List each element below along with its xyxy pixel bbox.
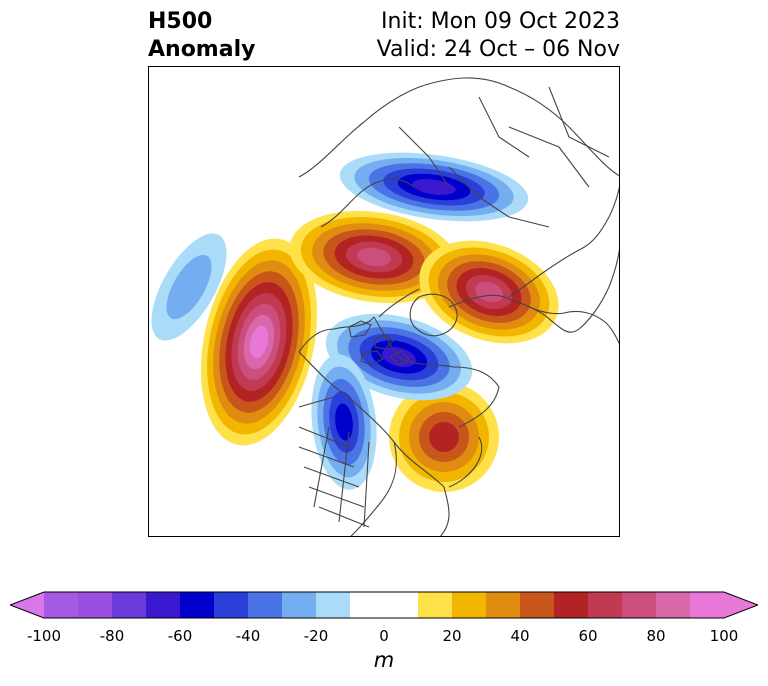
color-bin-3 <box>112 592 146 618</box>
united-states-borders <box>298 396 370 528</box>
greenland-coastline <box>409 293 458 337</box>
title-variable: H500 <box>148 9 213 34</box>
color-bin-16 <box>588 592 622 618</box>
anomaly-map <box>148 66 620 537</box>
color-bin-11 <box>418 592 452 618</box>
color-scale-tick-label: 80 <box>646 627 666 645</box>
anomaly-contour-band <box>475 281 503 303</box>
europe-coastline <box>508 186 619 345</box>
color-bin-extend-max <box>724 592 758 618</box>
color-scale-tick-label: 0 <box>379 627 389 645</box>
anomaly-center-negative <box>311 354 377 490</box>
color-scale-tick-label: 100 <box>709 627 739 645</box>
anomaly-map-svg <box>151 77 619 536</box>
title-field: Anomaly <box>148 37 256 62</box>
color-bin-9 <box>316 592 350 618</box>
eurasia-coastline <box>298 77 619 333</box>
color-scale-tick-label: -20 <box>303 627 329 645</box>
coastlines-and-borders <box>298 77 619 536</box>
anomaly-center-positive <box>200 238 318 446</box>
map-dates: Init: Mon 09 Oct 2023 Valid: 24 Oct – 06… <box>377 8 620 64</box>
color-bin-0 <box>10 592 44 618</box>
north-america-coastline <box>298 288 500 536</box>
color-bin-7 <box>248 592 282 618</box>
arctic-islands-coastline <box>348 320 410 366</box>
color-bin-14 <box>520 592 554 618</box>
color-bin-1 <box>44 592 78 618</box>
color-scale-tick-label: 20 <box>442 627 462 645</box>
color-scale-unit: m <box>373 648 395 672</box>
color-bin-19 <box>690 592 724 618</box>
color-bin-15 <box>554 592 588 618</box>
anomaly-contour-band <box>357 247 391 267</box>
color-bin-18 <box>656 592 690 618</box>
color-bin-2 <box>78 592 112 618</box>
color-bin-17 <box>622 592 656 618</box>
color-scale-tick-label: -80 <box>99 627 125 645</box>
color-scale-tick-label: -40 <box>235 627 261 645</box>
anomaly-contour-band <box>166 254 212 320</box>
anomaly-center-negative <box>339 152 529 222</box>
valid-range: Valid: 24 Oct – 06 Nov <box>376 37 620 62</box>
color-scale-tick-label: 60 <box>578 627 598 645</box>
anomaly-center-positive <box>419 240 559 344</box>
anomaly-contour-band <box>412 179 456 195</box>
anomaly-contour-band <box>335 403 353 441</box>
color-bin-12 <box>452 592 486 618</box>
color-bin-10 <box>350 592 418 618</box>
color-scale-tick-label: -60 <box>167 627 193 645</box>
color-bin-4 <box>146 592 180 618</box>
anomaly-contour-band <box>249 325 269 359</box>
color-scale-outline <box>10 591 758 619</box>
init-date: Init: Mon 09 Oct 2023 <box>381 9 620 34</box>
color-scale-tick-label: 40 <box>510 627 530 645</box>
color-bin-6 <box>214 592 248 618</box>
color-bin-5 <box>180 592 214 618</box>
anomaly-center-positive <box>289 210 459 304</box>
map-title: H500 Anomaly <box>148 8 255 64</box>
color-bin-8 <box>282 592 316 618</box>
anomaly-center-negative <box>151 233 227 341</box>
color-bin-13 <box>486 592 520 618</box>
color-scale-tick-label: -100 <box>26 627 62 645</box>
color-scale-bar <box>10 591 758 619</box>
asia-borders <box>398 86 610 228</box>
anomaly-contour-band <box>429 422 459 452</box>
